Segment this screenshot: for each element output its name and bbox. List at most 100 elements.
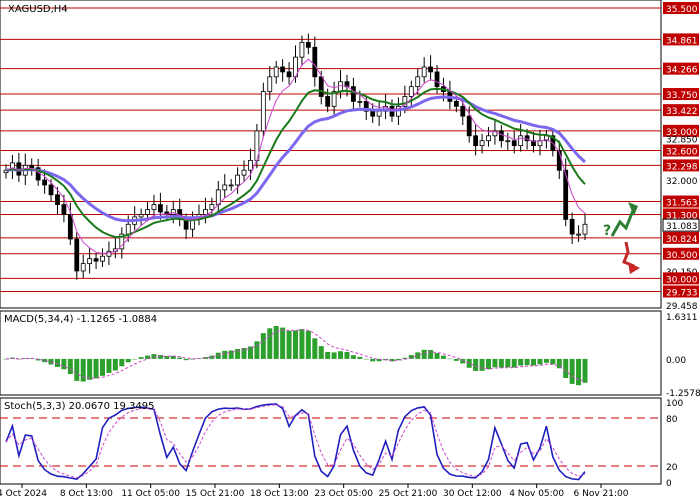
macd-bar: [466, 358, 472, 368]
price-tick-label: 33.422: [666, 107, 698, 117]
price-level-tag: [663, 195, 699, 208]
macd-bar: [112, 358, 118, 371]
macd-bar: [157, 355, 163, 359]
macd-bar: [479, 358, 485, 371]
time-tick-label: 6 Nov 21:00: [574, 489, 629, 499]
macd-bar: [447, 358, 453, 360]
macd-bar: [350, 355, 356, 359]
macd-bar: [125, 358, 131, 363]
time-axis: 4 Oct 2024 8 Oct 13:00 11 Oct 05:00 15 Oct …: [0, 484, 629, 499]
moving-averages: [5, 58, 587, 255]
price-level-tag: [663, 104, 699, 117]
macd-bar: [492, 358, 498, 368]
candle-body: [157, 204, 163, 213]
macd-bar: [556, 358, 562, 369]
macd-bar: [318, 346, 324, 359]
candle-body: [125, 223, 131, 235]
price-tick-label: 30.000: [666, 275, 698, 285]
macd-bar: [331, 352, 337, 359]
candle-body: [460, 105, 466, 117]
candle-body: [428, 66, 434, 73]
candle-body: [479, 140, 485, 147]
candle-body: [402, 96, 408, 107]
candle-body: [80, 263, 86, 272]
price-tick-label: 33.750: [666, 91, 698, 101]
stoch-tick-label: 100: [666, 399, 683, 409]
candle-body: [312, 46, 318, 78]
macd-bar: [576, 358, 582, 386]
price-tick-label: 35.500: [666, 5, 698, 15]
stoch-tick-label: 80: [666, 415, 678, 425]
macd-signal-path: [5, 329, 586, 382]
price-tick-label: 31.563: [666, 199, 698, 209]
macd-axis: 1.6311 0.00 -1.2578: [666, 313, 700, 399]
macd-bar: [273, 326, 279, 359]
stoch-tick-label: 0: [666, 479, 672, 489]
candle-body: [576, 233, 581, 236]
price-level-tag: [663, 124, 699, 137]
candle-body: [241, 169, 247, 176]
candle-body: [331, 91, 337, 107]
macd-bar: [344, 351, 350, 359]
macd-bar: [22, 358, 28, 359]
candle-body: [151, 204, 157, 210]
candle-body: [299, 42, 305, 58]
candle-body: [370, 110, 376, 117]
macd-bar: [170, 355, 176, 359]
candle-body: [42, 179, 47, 186]
time-tick-label: 18 Oct 13:00: [250, 489, 309, 499]
current-price-tag: [662, 218, 700, 232]
candle-body: [209, 204, 215, 210]
macd-tick-label: -1.2578: [666, 389, 700, 399]
macd-bar: [299, 329, 305, 359]
time-tick-label: 4 Oct 2024: [0, 489, 47, 499]
macd-bar: [370, 358, 376, 362]
candle-body: [511, 140, 517, 147]
macd-bar: [247, 346, 253, 359]
macd-bar: [164, 356, 170, 359]
stoch-axis: 100 80 20 0: [666, 399, 683, 489]
macd-bar: [286, 330, 292, 359]
price-tick-label: 32.000: [666, 177, 698, 187]
candle-body: [350, 86, 356, 102]
macd-bar: [106, 358, 112, 373]
macd-bar: [473, 358, 479, 371]
price-level-tag: [663, 208, 699, 221]
price-level-tag: [663, 159, 699, 172]
symbol-label: XAGUSD,H4: [8, 4, 68, 15]
macd-bar: [357, 356, 363, 359]
price-axis: 35.500 34.861 34.266 33.750 33.422 33.00032.8…: [662, 2, 700, 312]
stoch-panel: Stoch(5,3,3) 20.0670 19.3495 100 80 20 0: [0, 397, 683, 489]
macd-bar: [54, 358, 60, 367]
stoch-label: Stoch(5,3,3) 20.0670 19.3495: [4, 401, 155, 412]
macd-label: MACD(5,34,4) -1.1265 -1.0884: [4, 314, 157, 325]
candle-body: [267, 76, 273, 92]
macd-bar: [363, 358, 369, 360]
macd-bar: [421, 349, 427, 359]
candle-body: [421, 66, 427, 78]
macd-bar: [550, 358, 556, 365]
macd-bar: [183, 358, 189, 361]
ma-slow-line: [5, 95, 587, 223]
macd-bar: [434, 353, 440, 359]
macd-tick-label: 1.6311: [666, 313, 698, 323]
macd-bar: [582, 358, 588, 383]
macd-bar: [537, 358, 543, 365]
candle-body: [344, 81, 350, 88]
candle-body: [563, 169, 569, 220]
candle-body: [286, 71, 292, 78]
macd-bar: [338, 351, 344, 359]
macd-signal-line: [5, 329, 586, 382]
price-tick-label: 32.850: [666, 135, 698, 145]
candle-body: [376, 110, 382, 117]
candle-body: [325, 96, 331, 107]
stoch-signal-line: [5, 404, 586, 479]
price-level-tag: [663, 33, 699, 46]
macd-bar: [312, 338, 318, 359]
macd-bar: [453, 358, 459, 361]
macd-bar: [42, 358, 48, 363]
price-tick-label: 29.458: [666, 302, 698, 312]
candle-body: [531, 140, 536, 147]
stoch-panel-frame: [0, 397, 662, 485]
